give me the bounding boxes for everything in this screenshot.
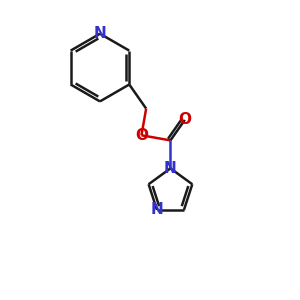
Text: N: N	[164, 161, 177, 176]
Text: O: O	[178, 112, 191, 128]
Text: N: N	[151, 202, 163, 217]
Text: O: O	[135, 128, 148, 143]
Text: N: N	[94, 26, 106, 41]
